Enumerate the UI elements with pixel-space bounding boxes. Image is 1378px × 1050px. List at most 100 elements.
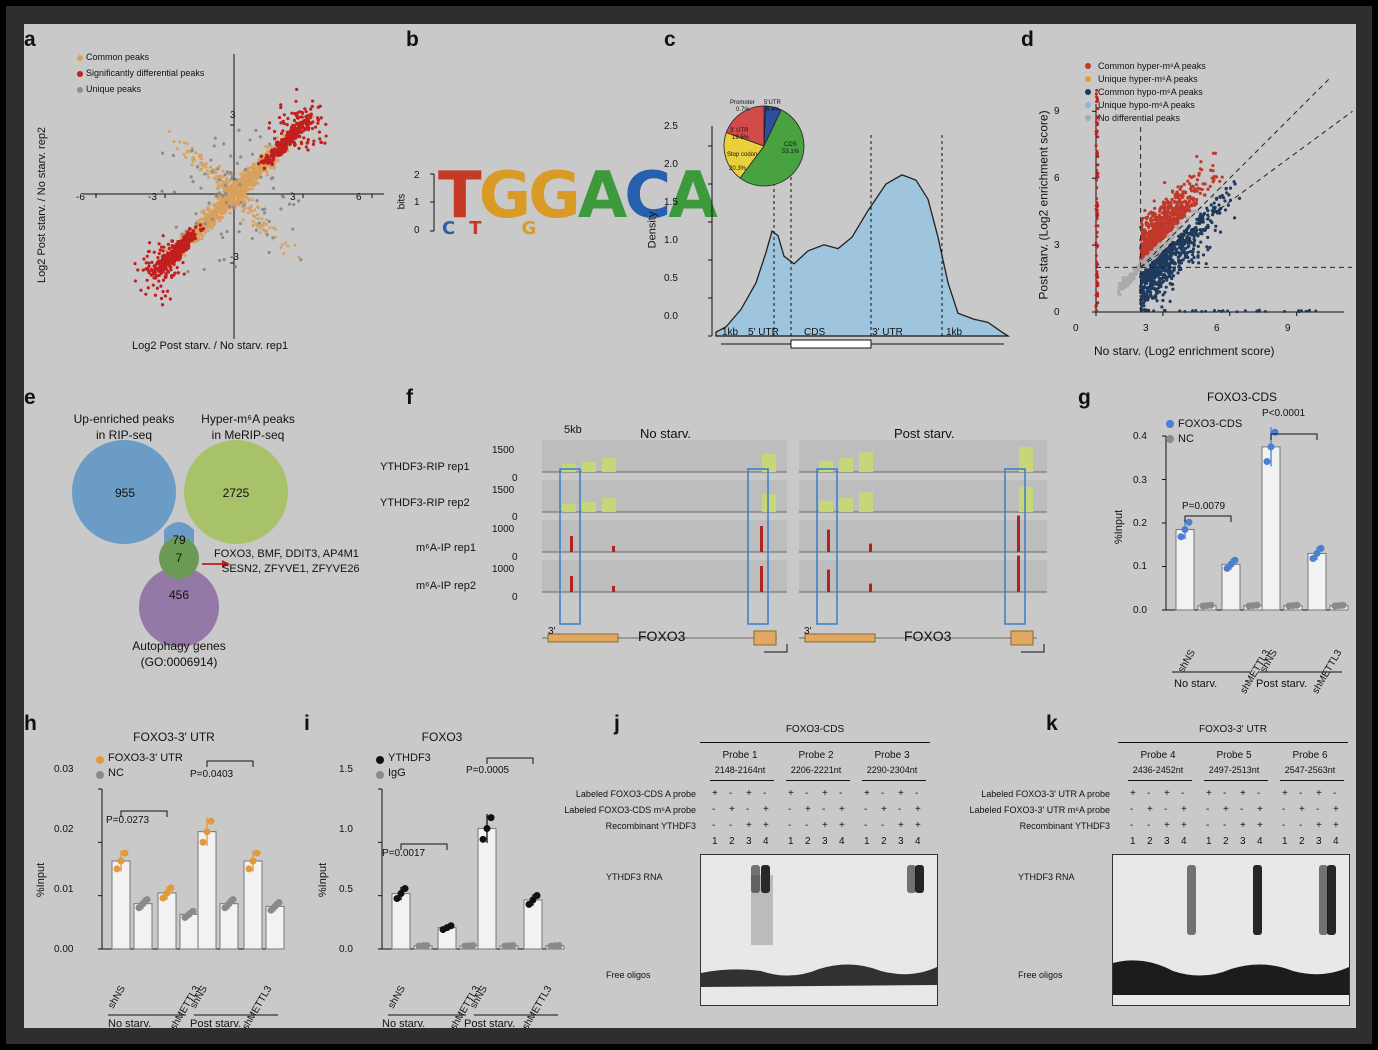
significance-bracket — [400, 843, 448, 850]
lane-sign: + — [839, 820, 845, 831]
unique-peak-point — [223, 172, 227, 177]
hyper-peak-point — [1159, 233, 1164, 237]
lane-number: 1 — [1206, 836, 1212, 847]
panel-label-c: c — [664, 28, 676, 51]
bar — [197, 831, 217, 950]
lane-number: 4 — [1257, 836, 1263, 847]
diff-peak-point — [164, 272, 168, 276]
hyper-axis-point — [1094, 273, 1098, 277]
condition-post-starv: Post starv. — [894, 426, 955, 441]
common-peak-point — [234, 189, 238, 193]
unique-peak-point — [222, 142, 226, 146]
hypo-peak-point — [1158, 269, 1163, 273]
common-peak-point — [218, 215, 222, 219]
hyper-peak-point — [1140, 229, 1144, 233]
tick-i-0: 1.5 — [339, 764, 353, 775]
hyper-peak-point — [1149, 223, 1153, 227]
lane-sign: - — [763, 788, 767, 799]
nodiff-peak-point — [1132, 267, 1136, 271]
signal-peak — [760, 526, 763, 552]
hyper-peak-point — [1162, 233, 1167, 237]
data-point — [397, 890, 405, 898]
legend-a-common: Common peaks — [86, 52, 150, 62]
common-peak-point — [196, 238, 200, 242]
tick-g-2: 0.2 — [1133, 518, 1147, 529]
unique-peak-point — [213, 136, 217, 140]
diff-peak-point — [183, 242, 188, 247]
hypo-peak-point — [1237, 196, 1242, 200]
hyper-peak-point — [1143, 235, 1147, 239]
hypo-axis-point — [1255, 309, 1259, 313]
hyper-peak-point — [1186, 202, 1190, 206]
hyper-peak-point — [1153, 212, 1157, 216]
diff-peak-point — [178, 246, 183, 251]
lane-sign: + — [746, 820, 752, 831]
common-peak-point — [279, 246, 283, 250]
complex-band — [751, 865, 760, 893]
hypo-peak-point — [1139, 284, 1143, 288]
hyper-peak-point — [1161, 216, 1165, 220]
hyper-peak-point — [1169, 212, 1174, 216]
hypo-peak-point — [1210, 220, 1214, 225]
hypo-peak-point — [1153, 267, 1158, 272]
cond-h-0: No starv. — [108, 1018, 152, 1028]
data-point — [1177, 533, 1185, 541]
diff-peak-point — [163, 294, 168, 298]
unique-peak-point — [271, 236, 275, 240]
diff-peak-point — [188, 236, 193, 241]
legend-dot-main — [96, 756, 104, 764]
hyper-peak-point — [1195, 182, 1199, 187]
probe-range: 2290-2304nt — [866, 765, 918, 775]
unique-peak-point — [210, 217, 214, 221]
hyper-peak-point — [1162, 203, 1167, 207]
unique-peak-point — [190, 149, 194, 153]
hypo-axis-point — [1191, 309, 1195, 313]
hyper-peak-point — [1156, 240, 1160, 244]
significance-bracket — [486, 757, 534, 764]
hyper-peak-point — [1167, 229, 1171, 233]
nodiff-peak-point — [1164, 242, 1168, 246]
diff-peak-point — [181, 239, 186, 244]
hypo-peak-point — [1206, 223, 1210, 227]
diff-peak-point — [295, 114, 299, 118]
common-peak-point — [268, 166, 273, 170]
hyper-peak-point — [1188, 199, 1192, 204]
hypo-peak-point — [1172, 268, 1176, 272]
band-label-complex: YTHDF3 RNA — [606, 872, 663, 882]
nodiff-peak-point — [1162, 246, 1166, 250]
common-peak-point — [191, 159, 195, 163]
panel-label-b: b — [406, 28, 419, 51]
pie-label-stop: Stop codon — [727, 152, 758, 158]
nodiff-peak-point — [1117, 282, 1121, 286]
hyper-peak-point — [1144, 220, 1148, 224]
common-peak-point — [231, 192, 235, 196]
diff-peak-point — [149, 273, 154, 277]
common-peak-point — [248, 170, 252, 174]
free-oligo-band — [1113, 960, 1349, 995]
hypo-peak-point — [1208, 245, 1212, 249]
legend-a-dot — [77, 87, 83, 93]
tick-c-3: 1.0 — [664, 235, 678, 246]
common-peak-point — [286, 244, 290, 248]
diff-peak-point — [281, 129, 285, 133]
nodiff-peak-point — [1123, 278, 1127, 282]
lane-sign: + — [805, 804, 811, 815]
hyper-peak-point — [1175, 221, 1179, 225]
band-label-free: Free oligos — [1018, 970, 1063, 980]
lane-sign: - — [1130, 820, 1134, 831]
data-point — [1207, 601, 1215, 609]
hypo-peak-point — [1205, 206, 1209, 210]
lane-sign: + — [1333, 804, 1339, 815]
diff-peak-point — [282, 113, 286, 117]
hypo-peak-point — [1167, 272, 1171, 276]
common-peak-point — [242, 209, 246, 213]
hyper-peak-point — [1200, 168, 1204, 172]
lane-sign: + — [763, 820, 769, 831]
probe-rule — [786, 780, 850, 781]
panel-label-a: a — [24, 28, 36, 51]
nodiff-peak-point — [1125, 281, 1129, 285]
hyper-peak-point — [1162, 222, 1166, 226]
hypo-peak-point — [1176, 255, 1180, 259]
hypo-peak-point — [1168, 257, 1172, 261]
diff-peak-point — [280, 140, 285, 145]
